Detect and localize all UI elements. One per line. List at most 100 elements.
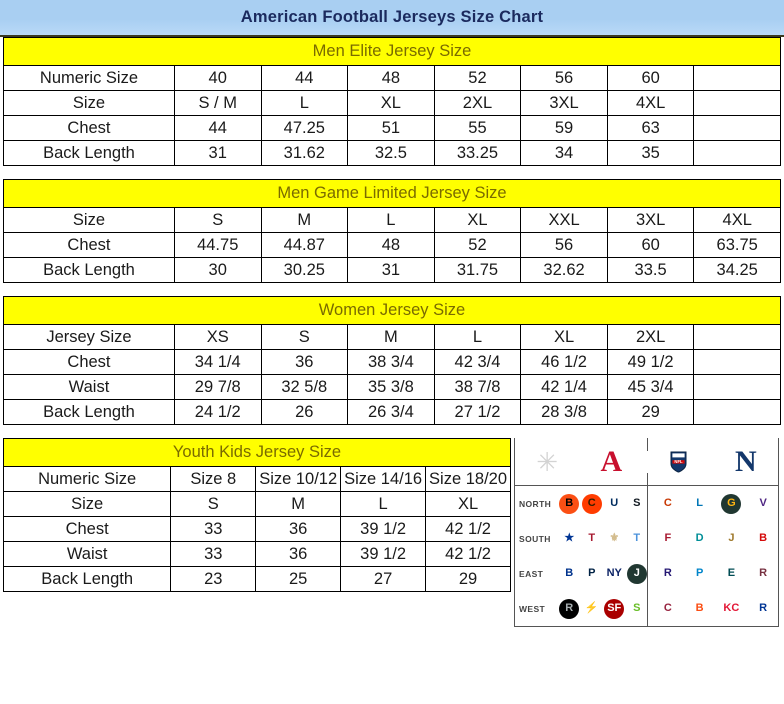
table-cell: 39 1/2 — [340, 516, 427, 542]
table-cell: XL — [433, 207, 522, 233]
sparkle-icon: ✳ — [536, 446, 559, 477]
table-cell: 33.25 — [433, 140, 522, 166]
team-logo-ravens-icon[interactable]: R — [657, 563, 678, 584]
team-logo-texans-icon[interactable]: T — [581, 528, 602, 549]
team-logo-browns-icon[interactable]: C — [581, 493, 602, 514]
team-logo-colts-icon[interactable]: U — [604, 493, 625, 514]
table-cell — [693, 115, 781, 141]
table-cell: 31.75 — [433, 257, 522, 283]
team-logo-seahawks-icon[interactable]: S — [626, 598, 647, 619]
team-logo-jaguars-icon[interactable]: J — [721, 528, 742, 549]
size-table-men-elite: Men Elite Jersey Size Numeric Size 40 44 48 5… — [3, 37, 781, 166]
table-cell: Size 14/16 — [340, 466, 427, 492]
team-logo-cowboys-icon[interactable]: ★ — [559, 528, 580, 549]
team-logo-eagles-icon[interactable]: E — [721, 563, 742, 584]
team-logo-redskins-icon[interactable]: R — [753, 563, 774, 584]
team-logo-raiders-icon[interactable]: R — [559, 598, 580, 619]
size-table-men-game-limited: Men Game Limited Jersey Size Size S M L XL XXL… — [3, 179, 781, 283]
section-heading-women: Women Jersey Size — [3, 296, 781, 325]
table-wrap-youth-kids: Youth Kids Jersey Size Numeric Size Size 8… — [0, 438, 514, 592]
table-cell: 34 — [520, 140, 608, 166]
table-cell: S — [173, 207, 262, 233]
team-logo-dolphins-icon[interactable]: D — [689, 528, 710, 549]
team-logo-patriots-icon[interactable]: P — [581, 563, 602, 584]
team-logo-chargers-icon[interactable]: ⚡ — [581, 598, 602, 619]
team-logo-broncos-icon[interactable]: B — [689, 598, 710, 619]
team-logo-vikings-icon[interactable]: V — [753, 493, 774, 514]
team-logo-buccaneers-icon[interactable]: B — [753, 528, 774, 549]
table-cell: L — [340, 491, 427, 517]
team-logo-49ers-icon[interactable]: SF — [604, 598, 625, 619]
table-cell: 52 — [433, 232, 522, 258]
row-label: Chest — [3, 232, 175, 258]
table-cell: 31 — [173, 140, 262, 166]
team-logo-steelers-icon[interactable]: S — [626, 493, 647, 514]
team-logo-saints-icon[interactable]: ⚜ — [604, 528, 625, 549]
table-cell: 29 — [425, 566, 511, 592]
table-cell: 3XL — [520, 90, 608, 116]
table-cell: XL — [347, 90, 435, 116]
division-row-south: SOUTH ★ T ⚜ T F D J B — [515, 521, 778, 556]
bottom-section: Youth Kids Jersey Size Numeric Size Size 8… — [0, 438, 784, 627]
table-row: Chest 44 47.25 51 55 59 63 — [3, 115, 781, 141]
table-cell: 25 — [255, 566, 342, 592]
row-label: Size — [3, 207, 175, 233]
team-logo-bills-icon[interactable]: B — [559, 563, 580, 584]
table-row: Size S M L XL — [2, 491, 511, 517]
table-cell: 36 — [255, 541, 342, 567]
table-cell: M — [347, 324, 435, 350]
team-logo-rams-icon[interactable]: R — [753, 598, 774, 619]
table-cell: 60 — [606, 232, 695, 258]
division-vertical-divider — [646, 486, 648, 626]
size-table-youth-kids: Youth Kids Jersey Size Numeric Size Size 8… — [2, 438, 511, 592]
table-cell: 49 1/2 — [606, 349, 695, 375]
table-row: Chest 44.75 44.87 48 52 56 60 63.75 — [3, 232, 781, 258]
table-gap-3 — [0, 425, 784, 438]
table-cell: 46 1/2 — [520, 349, 608, 375]
table-cell: 35 3/8 — [347, 374, 435, 400]
table-cell: 63 — [606, 115, 695, 141]
row-label: Numeric Size — [3, 65, 175, 91]
table-cell: 59 — [520, 115, 608, 141]
team-logo-falcons-icon[interactable]: F — [657, 528, 678, 549]
table-cell: 55 — [433, 115, 522, 141]
team-logo-chiefs-icon[interactable]: KC — [721, 598, 742, 619]
table-cell: 56 — [520, 65, 608, 91]
nfl-teams-panel: ✳ A NFL — [514, 438, 779, 627]
table-cell: 27 1/2 — [433, 399, 522, 425]
table-cell: 23 — [170, 566, 257, 592]
table-cell — [693, 349, 781, 375]
table-cell: XS — [173, 324, 262, 350]
team-logo-titans-icon[interactable]: T — [626, 528, 647, 549]
section-heading-men-game-limited: Men Game Limited Jersey Size — [3, 179, 781, 208]
row-label: Jersey Size — [3, 324, 175, 350]
table-wrap-men-elite: Men Elite Jersey Size Numeric Size 40 44 48 5… — [0, 37, 784, 166]
row-label: Chest — [2, 516, 172, 542]
table-cell: S / M — [173, 90, 262, 116]
team-logo-jets-icon[interactable]: J — [626, 563, 647, 584]
row-label: Numeric Size — [2, 466, 172, 492]
table-cell: XXL — [520, 207, 608, 233]
team-logo-packers-icon[interactable]: G — [721, 493, 742, 514]
team-logo-cardinals-icon[interactable]: C — [657, 598, 678, 619]
team-logo-giants-icon[interactable]: NY — [604, 563, 625, 584]
table-cell: 36 — [260, 349, 349, 375]
table-cell: Size 10/12 — [255, 466, 342, 492]
table-row: Back Length 30 30.25 31 31.75 32.62 33.5 34.25 — [3, 257, 781, 283]
table-cell: 42 3/4 — [433, 349, 522, 375]
nfc-cell: N — [714, 446, 778, 477]
table-row: Back Length 24 1/2 26 26 3/4 27 1/2 28 3/8 29 — [3, 399, 781, 425]
conference-header-row: ✳ A NFL — [515, 438, 778, 486]
afc-team-group: B P NY J — [559, 563, 647, 584]
team-logo-lions-icon[interactable]: L — [689, 493, 710, 514]
team-logo-bears-icon[interactable]: C — [657, 493, 678, 514]
team-logo-panthers-icon[interactable]: P — [689, 563, 710, 584]
division-label: NORTH — [519, 498, 552, 509]
table-cell — [693, 324, 781, 350]
team-logo-bengals-icon[interactable]: B — [559, 493, 580, 514]
table-cell: 32.5 — [347, 140, 435, 166]
